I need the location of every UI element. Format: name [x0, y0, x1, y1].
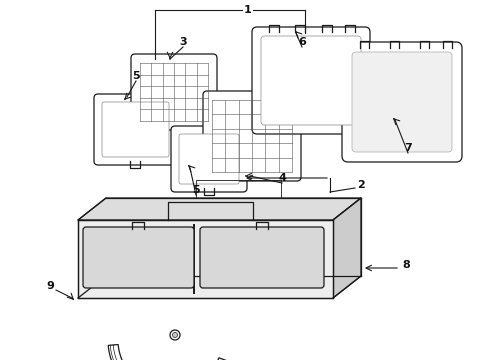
FancyBboxPatch shape [171, 126, 247, 192]
Text: 9: 9 [46, 281, 54, 291]
FancyBboxPatch shape [342, 42, 462, 162]
Circle shape [170, 330, 180, 340]
Text: 1: 1 [244, 5, 252, 15]
FancyBboxPatch shape [200, 227, 324, 288]
FancyBboxPatch shape [252, 27, 370, 134]
Text: 3: 3 [179, 37, 187, 47]
FancyBboxPatch shape [261, 36, 361, 125]
Polygon shape [78, 220, 333, 298]
Text: 8: 8 [402, 260, 410, 270]
Text: 4: 4 [278, 173, 286, 183]
Polygon shape [333, 198, 361, 298]
FancyBboxPatch shape [131, 54, 217, 130]
FancyBboxPatch shape [83, 227, 194, 288]
Text: 7: 7 [404, 143, 412, 153]
Text: 5: 5 [132, 71, 140, 81]
FancyBboxPatch shape [352, 52, 452, 152]
Polygon shape [108, 345, 228, 360]
FancyBboxPatch shape [203, 91, 301, 181]
Text: 6: 6 [298, 37, 306, 47]
Circle shape [172, 333, 177, 338]
Polygon shape [78, 198, 361, 220]
FancyBboxPatch shape [102, 102, 169, 157]
Text: 5: 5 [192, 185, 200, 195]
FancyBboxPatch shape [179, 134, 239, 184]
FancyBboxPatch shape [94, 94, 177, 165]
Text: 2: 2 [357, 180, 365, 190]
